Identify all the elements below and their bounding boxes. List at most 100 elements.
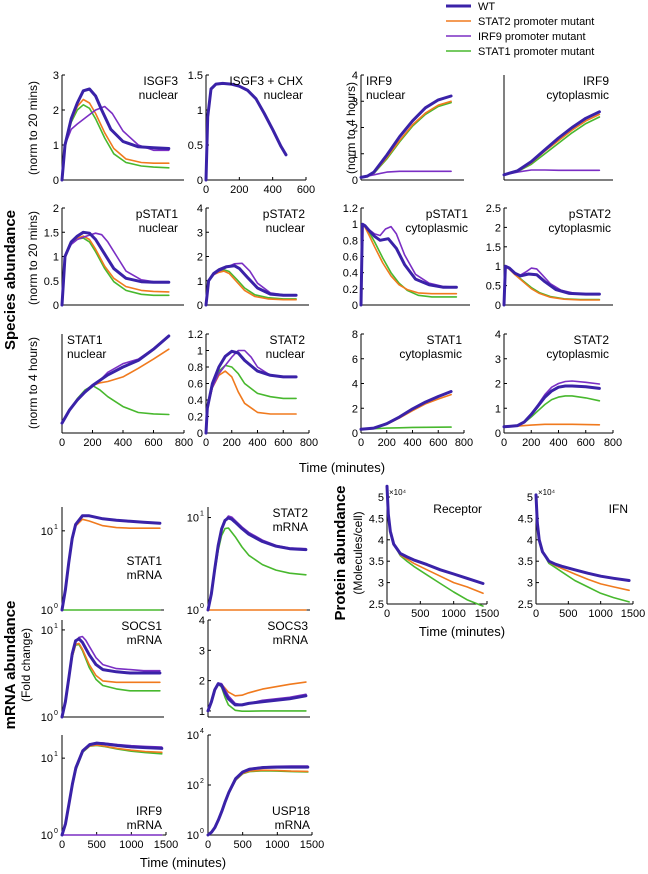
y-tick-label: 1: [495, 403, 501, 415]
y-tick-exponent: 4: [200, 728, 204, 735]
x-tick-label: 0: [59, 839, 65, 851]
x-tick-label: 200: [230, 184, 248, 196]
y-tick-label: 0.2: [188, 412, 203, 424]
y-tick-label: 0: [352, 300, 358, 312]
y-tick-label: 2: [53, 105, 59, 117]
y-tick-label: 0: [352, 175, 358, 187]
y-tick-label: 4.5: [518, 513, 533, 525]
y-tick-label: 3: [352, 96, 358, 108]
y-tick-exponent: 1: [54, 623, 58, 630]
panel-title: cytoplasmic: [405, 221, 468, 235]
panel-title: STAT2: [573, 333, 609, 347]
legend: WT STAT2 promoter mutant IRF9 promoter mut…: [446, 1, 594, 58]
y-tick-label: 4.5: [369, 513, 384, 525]
y-tick-label: 1: [352, 219, 358, 231]
panel-title: ISGF3: [143, 74, 178, 88]
y-tick-label: 0.5: [188, 140, 203, 152]
y-tick-label: 3: [495, 354, 501, 366]
series-line-wt: [204, 349, 298, 435]
y-tick-label: 2: [352, 403, 358, 415]
x-tick-label: 600: [274, 437, 292, 449]
series-line-stat1-promoter-mutant: [61, 384, 170, 424]
panel-title: SOCS3: [267, 619, 308, 633]
panel-title: cytoplasmic: [546, 88, 609, 102]
y-tick-label: 1.5: [188, 70, 203, 82]
series-line-wt: [60, 637, 162, 719]
panel-title: mRNA: [127, 818, 162, 832]
y-tick-label: 4: [197, 203, 203, 215]
series-line-wt: [206, 516, 308, 612]
x-tick-label: 1000: [265, 839, 289, 851]
series-line-wt: [359, 94, 453, 179]
x-tick-label: 500: [411, 608, 429, 620]
molecules-cell-label: (Molecules/cell): [351, 511, 365, 594]
x-tick-label: 800: [604, 437, 622, 449]
y-tick-exponent: 0: [54, 710, 58, 717]
x-tick-label: 1000: [588, 608, 612, 620]
series-line-stat2-promoter-mutant: [61, 98, 170, 181]
panel-title: cytoplasmic: [399, 347, 462, 361]
y-tick-label: 3: [53, 70, 59, 82]
series-line-wt: [534, 493, 631, 582]
y-tick-label: 1: [197, 276, 203, 288]
x-tick-label: 0: [533, 608, 539, 620]
x-tick-label: 0: [205, 839, 211, 851]
norm-20-label-2: (norm to 20 mins): [26, 211, 40, 305]
x-tick-label: 0: [384, 608, 390, 620]
y-tick-label: 1.5: [486, 242, 501, 254]
time-label-species: Time (minutes): [299, 460, 385, 475]
series-line-stat1-promoter-mutant: [503, 395, 601, 428]
norm-4h-label-1: (norm to 4 hours): [26, 337, 40, 429]
x-tick-label: 400: [114, 437, 132, 449]
series-line-stat2-promoter-mutant: [205, 370, 297, 434]
x-tick-label: 600: [577, 437, 595, 449]
y-tick-label: 5: [378, 492, 384, 504]
x-tick-label: 600: [429, 437, 447, 449]
y-tick-label: 3: [378, 578, 384, 590]
y-tick-label: 8: [352, 329, 358, 341]
species-abundance-label: Species abundance: [2, 210, 19, 350]
x-tick-label: 800: [455, 437, 473, 449]
y-tick-label: 4: [352, 379, 358, 391]
y-tick-label: 0.4: [188, 395, 203, 407]
x-tick-label: 200: [223, 437, 241, 449]
y-tick-label: 0.6: [188, 379, 203, 391]
y-tick-label: 1: [53, 140, 59, 152]
series-line-irf9-promoter-mutant: [61, 105, 170, 181]
x-tick-label: 1500: [621, 608, 645, 620]
y-tick-exponent: 1: [54, 751, 58, 758]
panel-title: IRF9: [583, 74, 609, 88]
panel-title: mRNA: [127, 568, 162, 582]
x-tick-label: 400: [248, 437, 266, 449]
y-tick-label: 10: [187, 730, 199, 742]
y-tick-label: 5: [527, 492, 533, 504]
series-line-wt: [359, 222, 458, 307]
panel-title: IFN: [609, 502, 628, 516]
panel-title: SOCS1: [121, 619, 162, 633]
legend-label: WT: [478, 1, 495, 13]
series-line-stat1-promoter-mutant: [61, 104, 170, 181]
series-line-wt: [206, 682, 308, 713]
y-tick-label: 10: [41, 526, 53, 538]
protein-abundance-label: Protein abundance: [332, 485, 349, 620]
panel-title: nuclear: [139, 88, 178, 102]
x-tick-label: 0: [501, 437, 507, 449]
y-tick-label: 2: [199, 676, 205, 688]
y-tick-label: 3.5: [369, 556, 384, 568]
panel-title: pSTAT1: [136, 207, 179, 221]
panel-title: STAT1: [426, 333, 462, 347]
y-tick-label: 0: [53, 175, 59, 187]
series-line-stat2-promoter-mutant: [61, 642, 161, 718]
panel-title: STAT1: [67, 333, 103, 347]
y-tick-label: 0.2: [343, 284, 358, 296]
axis-multiplier: ×10⁴: [538, 488, 556, 497]
y-tick-label: 2.5: [518, 599, 533, 611]
